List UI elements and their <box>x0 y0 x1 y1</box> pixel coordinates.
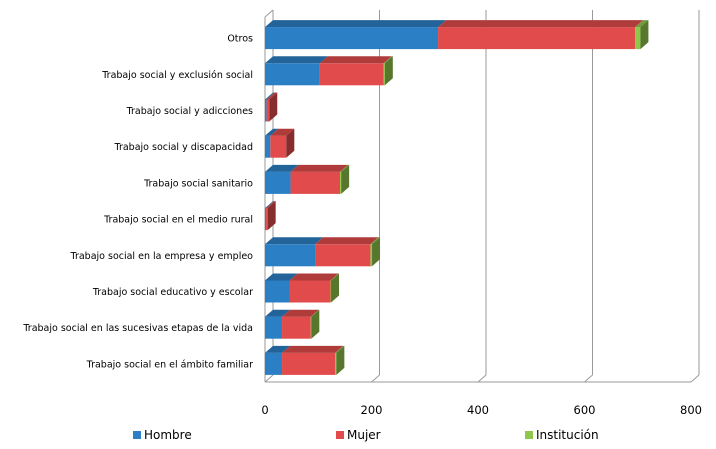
category-label-6: Trabajo social y discapacidad <box>114 142 253 153</box>
bar-5-s2-front <box>340 171 342 194</box>
bar-9-s1-front <box>438 27 636 50</box>
bar-6-s0-top <box>265 128 279 136</box>
category-label-5: Trabajo social sanitario <box>143 178 253 189</box>
bar-3-s2-front <box>370 244 373 267</box>
bar-0-s1-top <box>282 345 344 353</box>
bar-1-s1-front <box>282 316 311 339</box>
bar-2-s1-top <box>289 273 339 281</box>
bar-8-s1-top <box>319 56 392 64</box>
bar-2-s0-front <box>265 280 290 303</box>
bar-3-s2-side <box>372 237 381 267</box>
bar-2-s2-top <box>330 273 340 281</box>
legend-swatch-institucion <box>525 431 533 439</box>
category-label-2: Trabajo social educativo y escolar <box>92 287 253 298</box>
category-label-8: Trabajo social y exclusión social <box>101 70 253 81</box>
category-label-9: Otros <box>227 34 253 45</box>
bar-0-s0-front <box>265 352 283 375</box>
bar-1-s0-front <box>265 316 283 339</box>
legend-item-institucion: Institución <box>525 428 599 442</box>
x-tick-label-4: 800 <box>680 403 702 417</box>
bar-1-s1-top <box>282 309 319 317</box>
bar-5-s2-side <box>341 164 350 194</box>
bar-8-s0-top <box>265 56 328 64</box>
bar-5-s2-top <box>340 164 350 172</box>
bar-8-s1-front <box>319 63 384 86</box>
bar-3-s1-front <box>315 244 371 267</box>
bar-2-s2-side <box>331 273 340 303</box>
category-label-1: Trabajo social en las sucesivas etapas d… <box>22 323 253 334</box>
bar-3-s2-top <box>370 237 381 245</box>
bar-7-s1-side <box>269 92 278 122</box>
bar-3-s0-top <box>265 237 324 245</box>
bar-5-s0-top <box>265 164 299 172</box>
bar-8-s0-front <box>265 63 320 86</box>
bar-9-s2-side <box>640 20 649 50</box>
bar-3-s1-top <box>315 237 379 245</box>
bar-1-s2-side <box>311 309 320 339</box>
legend: Hombre Mujer Institución <box>0 428 716 446</box>
bar-5-s1-front <box>290 171 341 194</box>
bar-6-s1-side <box>286 128 295 158</box>
legend-swatch-mujer <box>336 431 344 439</box>
bar-0-s2-top <box>335 345 345 353</box>
bar-2-s2-front <box>330 280 332 303</box>
category-label-3: Trabajo social en la empresa y empleo <box>70 251 254 262</box>
bar-8-s2-front <box>383 63 385 86</box>
bar-8-s2-side <box>384 56 393 86</box>
bar-6-s1-front <box>270 135 287 158</box>
bar-0-s2-front <box>335 352 337 375</box>
bar-3-s0-front <box>265 244 316 267</box>
y-axis-top-edge <box>264 9 274 18</box>
bar-2-s0-top <box>265 273 298 281</box>
bar-7-s0-front <box>265 99 267 122</box>
bar-9-s0-top <box>265 20 447 28</box>
bar-5-s0-front <box>265 171 291 194</box>
bar-4-s0-front <box>265 208 267 231</box>
bar-0-s2-side <box>336 345 345 375</box>
category-label-4: Trabajo social en el medio rural <box>103 215 253 226</box>
bar-9-s2-front <box>635 27 641 50</box>
floor-line-1 <box>371 374 380 383</box>
floor-line-4 <box>690 374 700 383</box>
legend-item-mujer: Mujer <box>336 428 381 442</box>
bar-6-s1-top <box>270 128 295 136</box>
bar-7-s1-top <box>266 92 278 100</box>
bar-1-s0-top <box>265 309 291 317</box>
x-tick-label-1: 200 <box>361 403 383 417</box>
bar-7-s1-front <box>266 99 270 122</box>
floor-line-0 <box>264 374 274 383</box>
bar-2-s1-front <box>289 280 331 303</box>
bar-9-s2-top <box>635 20 649 28</box>
x-axis-tick-labels: 0 200 400 600 800 <box>261 403 702 417</box>
bar-4-s1-top <box>266 201 276 209</box>
bar-9-s0-front <box>265 27 439 50</box>
floor-line-2 <box>477 374 487 383</box>
legend-item-hombre: Hombre <box>133 428 192 442</box>
category-label-7: Trabajo social y adicciones <box>126 106 253 117</box>
x-tick-label-3: 600 <box>574 403 596 417</box>
bar-4-s0-top <box>265 201 275 209</box>
legend-label-institucion: Institución <box>536 428 599 442</box>
bar-4-s1-side <box>267 201 276 231</box>
floor-line-3 <box>584 374 593 383</box>
legend-label-mujer: Mujer <box>347 428 381 442</box>
x-tick-label-0: 0 <box>261 403 268 417</box>
bars-layer <box>265 20 649 375</box>
bar-8-s2-top <box>383 56 393 64</box>
category-label-0: Trabajo social en el ámbito familiar <box>86 359 253 370</box>
bar-9-s1-top <box>438 20 644 28</box>
bar-0-s1-front <box>282 352 336 375</box>
bar-7-s0-top <box>265 92 275 100</box>
legend-swatch-hombre <box>133 431 141 439</box>
bar-4-s1-front <box>266 208 268 231</box>
bar-0-s0-top <box>265 345 291 353</box>
bar-1-s2-top <box>310 309 320 317</box>
bar-6-s0-front <box>265 135 271 158</box>
x-tick-label-2: 400 <box>467 403 489 417</box>
bar-5-s1-top <box>290 164 349 172</box>
category-labels: Trabajo social en el ámbito familiar Trab… <box>22 34 253 371</box>
bar-1-s2-front <box>310 316 312 339</box>
legend-label-hombre: Hombre <box>144 428 192 442</box>
